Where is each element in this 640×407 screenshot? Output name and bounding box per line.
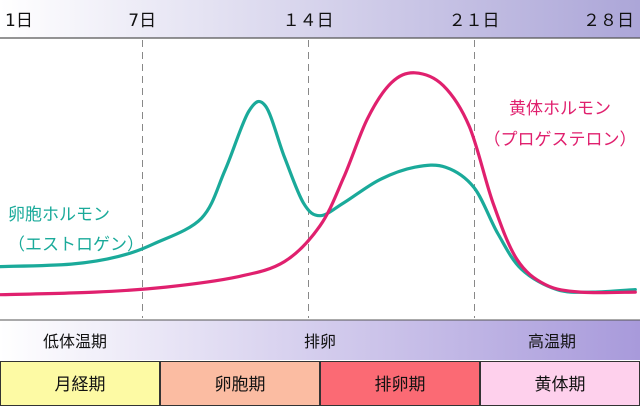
series-line-estrogen [0, 99, 637, 294]
cycle-phase-bar: 月経期 卵胞期 排卵期 黄体期 [0, 361, 640, 406]
phase-label-menstrual: 月経期 [55, 375, 106, 395]
phase-label-luteal: 黄体期 [535, 375, 586, 395]
phase-cell-ovulatory [320, 361, 480, 406]
day-guide-lines [142, 40, 475, 318]
temp-label-ovulation: 排卵 [304, 332, 336, 351]
series-label-progesterone-line-1: 黄体ホルモン [509, 99, 611, 119]
day-tick-label-1: 1日 [5, 11, 33, 31]
day-tick-label-7: 7日 [128, 11, 156, 31]
phase-cell-follicular [160, 361, 320, 406]
temperature-bar [0, 320, 640, 360]
day-tick-label-14: １４日 [283, 11, 334, 31]
phase-cell-luteal [480, 361, 640, 406]
hormone-series [0, 71, 637, 297]
series-label-progesterone-line-2: （プロゲステロン） [484, 130, 637, 150]
phase-label-follicular: 卵胞期 [215, 375, 266, 395]
day-tick-labels: 1日 7日 １４日 ２１日 ２８日 [5, 11, 634, 31]
series-label-estrogen-line-1: 卵胞ホルモン [8, 205, 110, 225]
series-line-progesterone [0, 71, 637, 297]
day-tick-label-21: ２１日 [449, 11, 500, 31]
series-labels: 卵胞ホルモン （エストロゲン） 黄体ホルモン （プロゲステロン） [8, 99, 637, 255]
phase-label-ovulatory: 排卵期 [375, 375, 426, 395]
day-header-strip [0, 0, 640, 38]
temp-label-low: 低体温期 [43, 332, 107, 351]
series-label-estrogen-line-2: （エストロゲン） [8, 235, 144, 255]
day-tick-label-28: ２８日 [583, 11, 634, 31]
phase-cell-menstrual [0, 361, 160, 406]
temp-label-high: 高温期 [528, 332, 576, 351]
